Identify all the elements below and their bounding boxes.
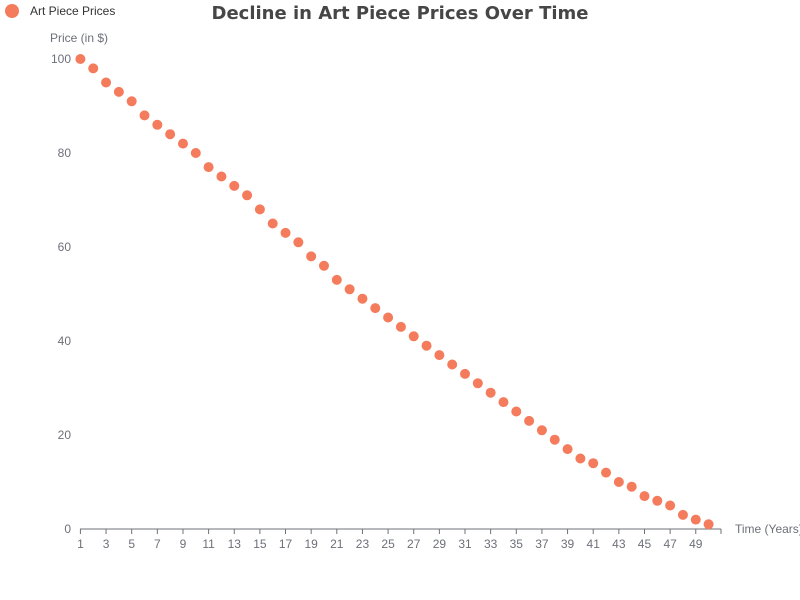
data-point[interactable] (370, 303, 381, 314)
data-point[interactable] (152, 119, 163, 130)
x-tick-label: 31 (458, 537, 472, 551)
data-point[interactable] (280, 227, 291, 238)
data-point[interactable] (639, 491, 650, 502)
data-point[interactable] (447, 359, 458, 370)
data-point[interactable] (472, 378, 483, 389)
data-point[interactable] (613, 477, 624, 487)
data-point[interactable] (306, 251, 317, 262)
x-tick-label: 49 (689, 537, 703, 551)
data-point[interactable] (485, 387, 496, 398)
y-tick-label: 100 (51, 52, 71, 66)
data-point[interactable] (395, 321, 406, 332)
data-point[interactable] (267, 218, 278, 229)
x-tick-label: 19 (304, 537, 318, 551)
data-point[interactable] (536, 425, 547, 436)
data-point[interactable] (88, 63, 99, 74)
data-point[interactable] (229, 180, 240, 191)
data-point[interactable] (703, 519, 714, 530)
x-tick-label: 47 (663, 537, 677, 551)
data-point[interactable] (498, 397, 509, 408)
x-tick-label: 37 (535, 537, 549, 551)
legend[interactable]: Art Piece Prices (5, 4, 115, 18)
x-tick-label: 23 (356, 537, 370, 551)
data-point[interactable] (562, 444, 573, 455)
x-tick-label: 17 (279, 537, 293, 551)
x-axis-label: Time (Years) (735, 522, 800, 536)
y-tick-label: 60 (58, 240, 72, 254)
data-point[interactable] (293, 237, 304, 248)
data-point[interactable] (524, 415, 535, 426)
data-point[interactable] (357, 293, 368, 304)
x-tick-label: 1 (77, 537, 84, 551)
x-tick-label: 41 (587, 537, 601, 551)
x-tick-label: 9 (180, 537, 187, 551)
data-point[interactable] (383, 312, 394, 323)
data-point[interactable] (318, 260, 329, 271)
x-tick-label: 5 (128, 537, 135, 551)
y-axis-ticks: 0 20 40 60 80 100 (51, 52, 71, 536)
x-tick-label: 15 (253, 537, 267, 551)
data-point[interactable] (101, 77, 112, 88)
legend-marker-icon (5, 4, 19, 18)
chart-title: Decline in Art Piece Prices Over Time (212, 3, 589, 24)
x-tick-label: 45 (638, 537, 652, 551)
data-point[interactable] (434, 350, 445, 361)
data-point[interactable] (139, 110, 150, 121)
data-point[interactable] (190, 148, 201, 158)
x-tick-label: 11 (202, 537, 215, 551)
data-point[interactable] (652, 495, 663, 506)
data-point[interactable] (408, 331, 419, 342)
data-point[interactable] (421, 340, 432, 351)
x-axis-ticks: 1 3 5 7 9 11 13 15 17 19 21 23 25 27 29 31 33 35 37 39 41 43 4… (77, 529, 722, 551)
legend-label: Art Piece Prices (30, 4, 115, 18)
data-point[interactable] (126, 96, 137, 107)
data-point[interactable] (626, 481, 637, 492)
data-point[interactable] (588, 458, 599, 469)
x-tick-label: 35 (510, 537, 524, 551)
x-tick-label: 3 (103, 537, 110, 551)
x-tick-label: 27 (407, 537, 421, 551)
x-tick-label: 25 (381, 537, 395, 551)
data-point[interactable] (690, 514, 701, 525)
x-tick-label: 7 (154, 537, 161, 551)
data-point[interactable] (177, 138, 188, 149)
data-point[interactable] (254, 204, 265, 215)
data-point[interactable] (601, 467, 612, 478)
y-tick-label: 80 (58, 146, 72, 160)
data-point[interactable] (460, 368, 471, 379)
data-point[interactable] (511, 406, 522, 417)
data-point[interactable] (113, 86, 124, 97)
x-tick-label: 13 (228, 537, 242, 551)
x-tick-label: 39 (561, 537, 575, 551)
data-point[interactable] (203, 162, 214, 173)
x-tick-label: 21 (330, 537, 344, 551)
x-tick-label: 33 (484, 537, 498, 551)
y-tick-label: 0 (64, 522, 71, 536)
y-axis-label: Price (in $) (50, 31, 108, 45)
data-point[interactable] (165, 129, 176, 140)
data-point[interactable] (677, 509, 688, 520)
data-point[interactable] (331, 274, 342, 285)
data-point[interactable] (216, 171, 227, 182)
data-point[interactable] (344, 284, 355, 295)
data-point[interactable] (242, 190, 253, 201)
data-point[interactable] (665, 500, 676, 511)
y-tick-label: 20 (58, 428, 72, 442)
data-point[interactable] (575, 453, 586, 464)
scatter-points (75, 54, 714, 530)
data-point[interactable] (549, 434, 560, 445)
x-tick-label: 43 (612, 537, 626, 551)
x-tick-label: 29 (433, 537, 447, 551)
y-tick-label: 40 (58, 334, 72, 348)
data-point[interactable] (75, 54, 86, 64)
